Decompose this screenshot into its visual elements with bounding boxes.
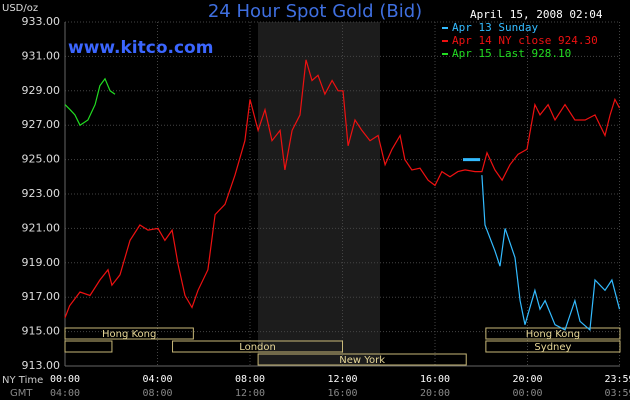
legend-label: Apr 13 Sunday (452, 21, 538, 34)
y-tick-label: 919.00 (22, 256, 61, 269)
y-tick-label: 931.00 (22, 49, 61, 62)
timestamp: April 15, 2008 02:04 (470, 8, 603, 21)
gmt-tick-label: 08:00 (142, 388, 172, 399)
gmt-tick-label: 20:00 (420, 388, 450, 399)
price-line (64, 77, 116, 127)
session-box (64, 340, 113, 353)
x-row-label: GMT (10, 388, 33, 399)
session-box (485, 327, 621, 340)
x-tick-label: 04:00 (142, 374, 172, 385)
x-tick-label: 00:00 (50, 374, 80, 385)
x-row-label: NY Time (2, 375, 43, 386)
y-axis-label: USD/oz (2, 3, 38, 14)
y-tick-label: 925.00 (22, 153, 61, 166)
y-tick-label: 929.00 (22, 84, 61, 97)
y-tick-label: 913.00 (22, 359, 61, 372)
gmt-tick-label: 04:00 (50, 388, 80, 399)
x-tick-label: 20:00 (512, 374, 542, 385)
gmt-tick-label: 16:00 (327, 388, 357, 399)
gmt-tick-label: 12:00 (235, 388, 265, 399)
session-label: Sydney (534, 342, 571, 353)
legend-label: Apr 15 Last 928.10 (452, 47, 571, 60)
y-tick-label: 921.00 (22, 221, 61, 234)
session-box (172, 340, 343, 353)
session-label: London (239, 342, 276, 353)
session-box (257, 353, 467, 366)
y-tick-label: 915.00 (22, 325, 61, 338)
y-tick-label: 927.00 (22, 118, 61, 131)
x-tick-label: 08:00 (235, 374, 265, 385)
y-tick-label: 917.00 (22, 290, 61, 303)
session-label: New York (339, 355, 385, 366)
gmt-tick-label: 03:59 (604, 388, 630, 399)
chart-title: 24 Hour Spot Gold (Bid) (208, 1, 422, 22)
y-tick-label: 923.00 (22, 187, 61, 200)
session-label: Hong Kong (526, 329, 580, 340)
x-tick-label: 12:00 (327, 374, 357, 385)
x-tick-label: 16:00 (420, 374, 450, 385)
session-box (485, 340, 621, 353)
website: www.kitco.com (68, 38, 213, 58)
price-line (481, 175, 621, 332)
x-tick-label: 23:59 (604, 374, 630, 385)
session-label: Hong Kong (102, 329, 156, 340)
gmt-tick-label: 00:00 (512, 388, 542, 399)
legend-label: Apr 14 NY close 924.30 (452, 34, 598, 47)
session-box (64, 327, 194, 340)
y-tick-label: 933.00 (22, 15, 61, 28)
price-line (64, 59, 621, 319)
ny-session-shade (258, 22, 380, 366)
